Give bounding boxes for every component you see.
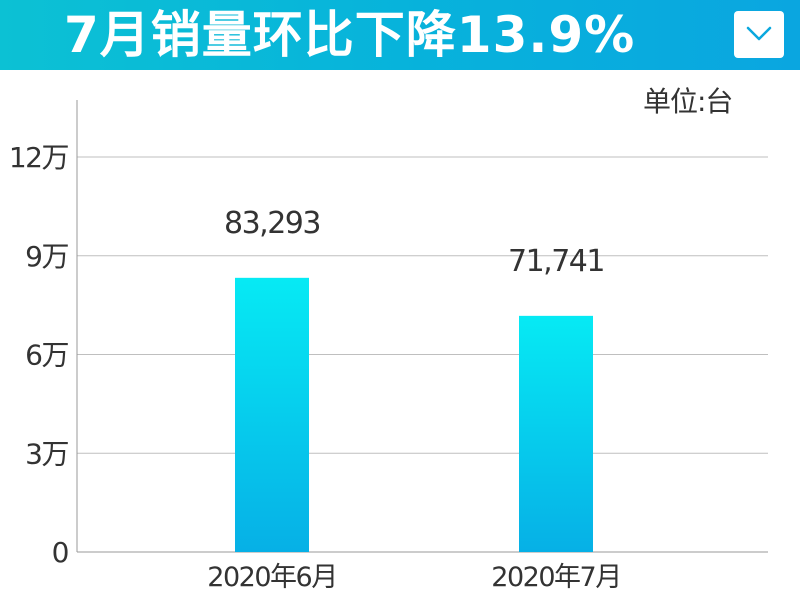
y-tick-label: 12万 [9, 141, 69, 174]
x-tick-label: 2020年7月 [491, 562, 620, 593]
title-banner: 7月销量环比下降13.9% [0, 0, 800, 70]
data-label: 83,293 [224, 206, 320, 241]
bar [519, 315, 593, 552]
y-tick-label: 9万 [25, 240, 68, 273]
bar [235, 277, 309, 552]
y-tick-label: 0 [52, 536, 68, 569]
data-label: 71,741 [508, 244, 604, 279]
y-tick-label: 6万 [25, 339, 68, 372]
x-tick-label: 2020年6月 [207, 562, 336, 593]
y-tick-label: 3万 [25, 437, 68, 470]
chevron-down-icon [746, 26, 772, 41]
unit-label: 单位:台 [643, 85, 733, 118]
dropdown-button[interactable] [734, 11, 784, 58]
page-title: 7月销量环比下降13.9% [64, 6, 636, 64]
bar-chart: 0 3万 6万 9万 12万 83,293 2020年6月 71,741 2020年7月 [9, 100, 768, 593]
